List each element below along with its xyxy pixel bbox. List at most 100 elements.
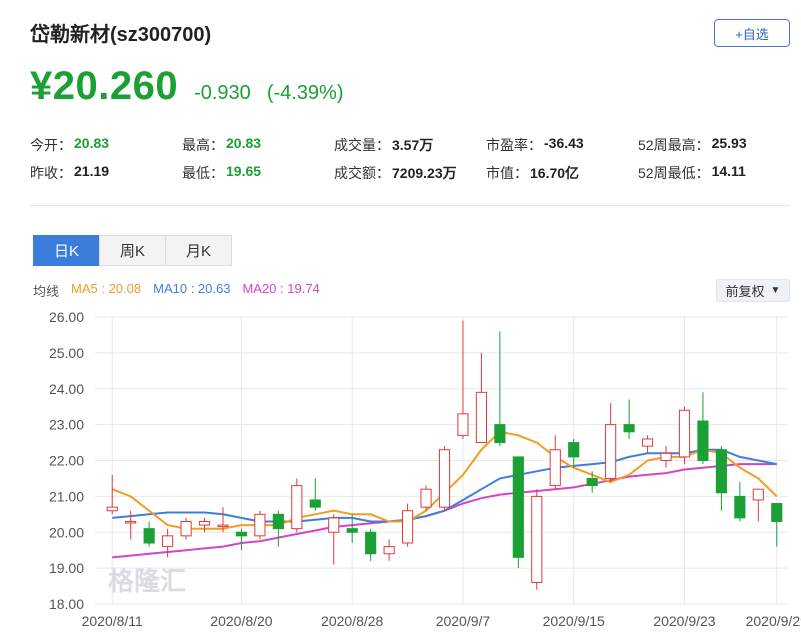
candle-body [198,520,211,526]
stats-grid: 今开： 20.83 最高： 20.83 成交量： 3.57万 市盈率： -36.43 5… [30,131,790,187]
stat-volume: 成交量： 3.57万 [334,135,486,155]
stat-label: 52周最高： [638,137,710,153]
candle-body [106,506,118,512]
candle-body [715,449,727,494]
candle [328,514,340,565]
quote-row: ¥20.260 -0.930 (-4.39%) [30,64,344,109]
candle [383,539,395,561]
stat-value: -36.43 [544,135,584,151]
stat-value: 16.70亿 [530,165,580,181]
y-tick-label: 22.00 [49,453,84,469]
candle [771,503,783,547]
x-tick-label: 2020/9/23 [653,613,715,629]
candle-body [328,517,340,533]
tab-monthly-k[interactable]: 月K [165,235,232,266]
y-tick-label: 25.00 [49,345,84,361]
candle-body [771,503,783,522]
stats-row: 昨收： 21.19 最低： 19.65 成交额： 7209.23万 市值： 16.70亿… [30,159,790,187]
stat-value: 25.93 [711,135,747,151]
candle [180,517,192,540]
candlestick-chart: 26.00 25.00 24.00 23.00 22.00 21.00 20.00 19.00… [49,309,801,629]
candle [678,406,691,465]
candle [420,485,432,511]
price-change-percent: (-4.39%) [266,82,344,104]
candle-body [641,438,654,447]
x-tick-label: 2020/9/29 [746,613,801,629]
tab-weekly-k[interactable]: 周K [99,235,166,266]
candle-body [678,409,691,458]
chevron-down-icon: ▼ [770,285,781,296]
stat-label: 今开： [30,137,72,153]
watermark: 格隆汇 [108,566,186,596]
y-tick-label: 20.00 [49,524,84,540]
candle-body [420,488,432,508]
candle [402,503,414,547]
candle-body [568,442,580,458]
candle-body [180,520,192,537]
candle-body [383,546,395,555]
candle [438,446,451,511]
candle [531,489,543,590]
candle [641,435,654,454]
stat-value: 7209.23万 [392,165,457,181]
y-tick-label: 19.00 [49,560,84,576]
candle-body [549,449,561,487]
candle-body [438,449,451,508]
candle [309,478,321,511]
candle-body [309,499,321,508]
candle [549,435,561,490]
candle [494,331,506,447]
stat-value: 21.19 [74,163,110,179]
candle-body [125,520,137,524]
candle [457,320,469,439]
candle-body [660,452,672,461]
x-tick-label: 2020/8/28 [321,613,383,629]
candle-body [457,413,469,436]
candle-body [623,424,635,433]
candle [660,446,672,468]
candle [272,510,284,547]
stat-label: 市值： [486,165,528,181]
candle [365,528,377,561]
stat-high: 最高： 20.83 [182,135,334,155]
stat-label: 最高： [182,137,224,153]
tab-daily-k[interactable]: 日K [33,235,100,266]
y-tick-label: 18.00 [49,596,84,612]
stat-label: 昨收： [30,165,72,181]
stat-label: 成交额： [334,165,390,181]
stock-title: 岱勒新材(sz300700) [30,24,212,46]
stat-open: 今开： 20.83 [30,135,182,155]
candle [106,474,118,515]
stat-value: 20.83 [226,135,262,151]
stat-value: 3.57万 [392,137,434,153]
period-tabs: 日K 周K 月K [33,235,232,266]
current-price: ¥20.260 [30,64,179,108]
x-tick-label: 2020/9/15 [543,613,605,629]
candle [291,478,303,533]
stat-turnover: 成交额： 7209.23万 [334,163,486,183]
stat-low: 最低： 19.65 [182,163,334,183]
price-adjust-dropdown[interactable]: 前复权 ▼ [716,279,790,302]
candle [715,446,727,511]
candle-body [162,535,174,548]
stat-label: 市盈率： [486,137,542,153]
candle-body [272,513,284,530]
section-divider [30,205,790,206]
y-tick-label: 23.00 [49,417,84,433]
legend-prefix: 均线 [33,284,60,299]
candle [198,517,211,533]
stat-value: 20.83 [74,135,110,151]
candle-body [291,485,303,530]
candle [235,528,248,551]
ma-legend: 均线 MA5 : 20.08 MA10 : 20.63 MA20 : 19.74 [33,281,332,300]
adjust-label: 前复权 [725,284,765,299]
stat-label: 52周最低： [638,165,710,181]
candle [125,510,137,540]
candle-body [365,531,377,555]
candle [605,403,617,483]
candle-body [734,495,746,519]
candle [512,456,524,569]
add-to-watchlist-button[interactable]: +自选 [714,19,790,47]
candle [346,514,358,544]
y-tick-label: 24.00 [49,381,84,397]
